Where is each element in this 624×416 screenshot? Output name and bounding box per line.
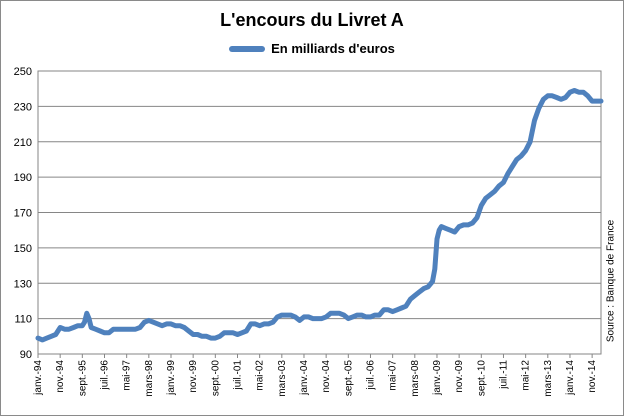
legend-label: En milliards d'euros xyxy=(271,41,395,56)
y-tick-label: 110 xyxy=(14,314,32,326)
x-tick-label: mars-98 xyxy=(144,360,155,397)
x-tick-label: janv.-04 xyxy=(299,360,310,396)
x-tick-label: sept.-05 xyxy=(343,360,354,397)
source-note: Source : Banque de France xyxy=(605,219,617,343)
chart-title: L'encours du Livret A xyxy=(220,10,404,30)
x-tick-label: nov.-04 xyxy=(321,360,332,393)
x-tick-label: mai-07 xyxy=(388,360,399,391)
y-tick-label: 190 xyxy=(14,172,32,184)
x-tick-label: mars-03 xyxy=(277,360,288,397)
x-tick-label: nov.-09 xyxy=(454,360,465,393)
x-tick-label: janv.-09 xyxy=(432,360,443,396)
x-tick-label: sept.-95 xyxy=(77,360,88,397)
y-tick-label: 90 xyxy=(20,349,32,361)
x-tick-label: nov.-14 xyxy=(587,360,598,393)
x-tick-label: janv.-99 xyxy=(166,360,177,396)
x-tick-label: mai-12 xyxy=(521,360,532,391)
x-tick-label: nov.-99 xyxy=(188,360,199,393)
x-tick-label: mai-02 xyxy=(255,360,266,391)
y-tick-label: 250 xyxy=(14,66,32,78)
x-tick-label: mai-97 xyxy=(122,360,133,391)
x-tick-label: nov.-94 xyxy=(55,360,66,393)
plot-area xyxy=(37,70,602,355)
legend-swatch xyxy=(229,45,266,52)
x-tick-label: sept.-10 xyxy=(476,360,487,397)
x-tick-label: juil.-96 xyxy=(99,360,110,391)
x-tick-label: mars-08 xyxy=(410,360,421,397)
x-tick-label: mars-13 xyxy=(543,360,554,397)
x-tick-label: janv.-94 xyxy=(33,360,44,396)
x-tick-label: juil.-01 xyxy=(232,360,243,391)
y-tick-label: 230 xyxy=(14,101,32,113)
y-tick-label: 170 xyxy=(14,208,32,220)
x-tick-label: janv.-14 xyxy=(565,360,576,396)
series-line xyxy=(35,88,604,343)
y-tick-label: 130 xyxy=(14,278,32,290)
y-tick-label: 210 xyxy=(14,137,32,149)
x-tick-label: juil.-11 xyxy=(498,360,509,390)
y-tick-label: 150 xyxy=(14,243,32,255)
legend: En milliards d'euros xyxy=(0,41,624,56)
x-tick-label: sept.-00 xyxy=(210,360,221,397)
x-tick-label: juil.-06 xyxy=(365,360,376,391)
